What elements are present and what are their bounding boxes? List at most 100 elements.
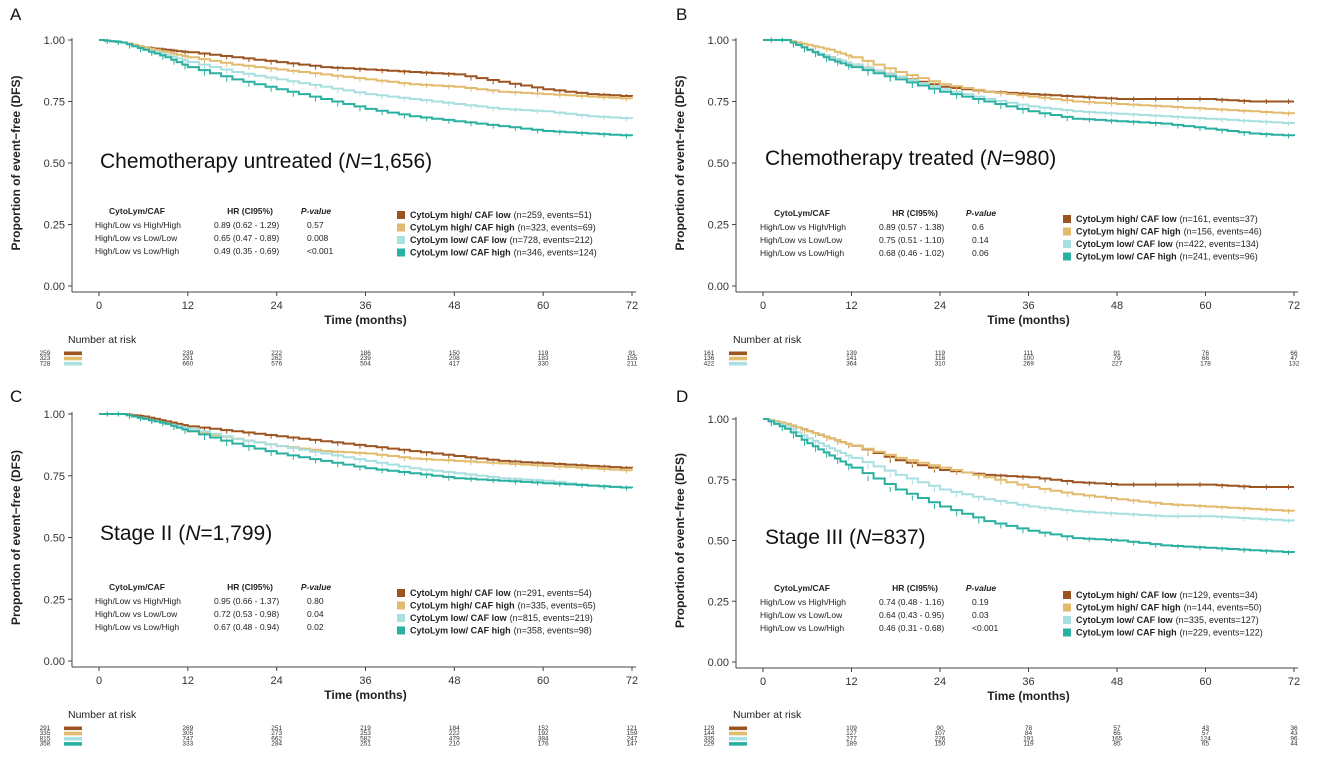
legend-entry-2: CytoLym high/ CAF high (n=335, events=65) xyxy=(410,601,596,611)
panel-title-pre: Stage II ( xyxy=(100,522,185,545)
hr-table: CytoLym/CAF HR (CI95%) P-value High/Low vs … xyxy=(95,206,334,256)
risk-cell: 165 xyxy=(1112,735,1123,742)
hr-header-comparison: CytoLym/CAF xyxy=(109,582,165,592)
risk-cell: 662 xyxy=(271,735,282,742)
risk-cell: 96 xyxy=(1290,735,1298,742)
risk-cell: 186 xyxy=(360,350,371,357)
legend-series-name: CytoLym low/ CAF low xyxy=(1076,615,1174,625)
legend-swatch-2 xyxy=(1063,603,1071,612)
hr-header-p: P-value xyxy=(301,582,332,592)
risk-cell: 222 xyxy=(449,730,460,737)
legend-swatch-3 xyxy=(397,614,405,622)
risk-cell: 44 xyxy=(1290,741,1298,748)
risk-header: Number at risk xyxy=(733,334,802,346)
risk-swatch-1 xyxy=(729,351,747,356)
risk-cell: 178 xyxy=(1200,360,1211,367)
p-value: 0.80 xyxy=(307,596,324,606)
hr-comparison: High/Low vs High/High xyxy=(760,222,846,232)
risk-cell: 747 xyxy=(182,735,193,742)
panel-title-n: N xyxy=(345,150,361,173)
risk-cell: 84 xyxy=(1025,730,1033,737)
risk-cell: 119 xyxy=(935,350,946,357)
panel-title-pre: Chemotherapy untreated ( xyxy=(100,150,345,173)
risk-cell: 141 xyxy=(846,355,857,362)
panel-letter: B xyxy=(676,5,687,24)
panel-b: B 0.00 0.25 0.50 0.75 1.00 0 12 24 36 48 60 72 Time (… xyxy=(673,5,1300,367)
km-curve-2 xyxy=(763,39,1295,115)
risk-swatch-1 xyxy=(64,726,82,731)
legend-swatch-4 xyxy=(1063,628,1071,637)
panel-title-post: =1,656) xyxy=(360,150,432,173)
risk-cell: 229 xyxy=(704,741,715,748)
risk-cell: 127 xyxy=(846,730,857,737)
panel-letter: C xyxy=(10,387,22,406)
risk-swatch-3 xyxy=(729,361,747,366)
x-tick-label: 36 xyxy=(359,300,371,312)
hr-value: 0.89 (0.57 - 1.38) xyxy=(879,222,944,232)
panel-title: Chemotherapy untreated (N=1,656) xyxy=(100,150,432,173)
legend-series-name: CytoLym high/ CAF high xyxy=(1076,603,1181,613)
hr-comparison: High/Low vs Low/Low xyxy=(95,233,178,243)
risk-cell: 147 xyxy=(627,741,638,748)
x-tick-label: 12 xyxy=(182,675,194,687)
risk-swatch-3 xyxy=(64,736,82,741)
hr-value: 0.74 (0.48 - 1.16) xyxy=(879,597,944,607)
x-tick-label: 0 xyxy=(96,300,102,312)
legend-entry-3: CytoLym low/ CAF low (n=815, events=219) xyxy=(410,613,593,623)
hr-header-hr: HR (CI95%) xyxy=(227,206,273,216)
y-tick-label: 0.25 xyxy=(44,220,65,232)
x-tick-label: 48 xyxy=(448,300,460,312)
risk-swatch-2 xyxy=(729,731,747,736)
risk-cell: 78 xyxy=(1025,725,1033,732)
hr-table: CytoLym/CAF HR (CI95%) P-value High/Low vs … xyxy=(760,208,996,258)
legend-series-details: (n=291, events=54) xyxy=(514,588,592,598)
legend-series-details: (n=335, events=65) xyxy=(518,601,596,611)
risk-cell: 364 xyxy=(846,360,857,367)
risk-cell: 305 xyxy=(182,730,193,737)
km-curve-3 xyxy=(763,418,1295,522)
x-axis-title: Time (months) xyxy=(324,688,406,702)
x-tick-label: 12 xyxy=(182,300,194,312)
risk-cell: 815 xyxy=(40,735,51,742)
legend-series-name: CytoLym low/ CAF low xyxy=(410,613,508,623)
x-tick-label: 24 xyxy=(934,300,946,312)
legend: CytoLym high/ CAF low (n=291, events=54) C… xyxy=(397,588,596,636)
legend-series-details: (n=144, events=50) xyxy=(1184,603,1262,613)
risk-cell: 239 xyxy=(182,350,193,357)
risk-cell: 139 xyxy=(846,350,857,357)
risk-cell: 43 xyxy=(1290,730,1298,737)
x-tick-label: 60 xyxy=(1199,300,1211,312)
panel-title-n: N xyxy=(987,147,1003,170)
legend-series-details: (n=129, events=34) xyxy=(1180,590,1258,600)
hr-value: 0.89 (0.62 - 1.29) xyxy=(214,220,279,230)
hr-comparison: High/Low vs Low/High xyxy=(760,248,844,258)
legend-entry-1: CytoLym high/ CAF low (n=259, events=51) xyxy=(410,210,592,220)
hr-header-comparison: CytoLym/CAF xyxy=(109,206,165,216)
legend-series-name: CytoLym low/ CAF high xyxy=(1076,252,1177,262)
km-curve-2 xyxy=(763,418,1295,512)
risk-cell: 208 xyxy=(449,355,460,362)
legend-swatch-4 xyxy=(397,248,405,257)
risk-cell: 161 xyxy=(704,350,715,357)
x-tick-label: 72 xyxy=(1288,676,1300,688)
x-tick-label: 72 xyxy=(1288,300,1300,312)
risk-cell: 176 xyxy=(538,741,549,748)
risk-cell: 728 xyxy=(40,360,51,367)
legend-series-name: CytoLym high/ CAF high xyxy=(410,223,515,233)
legend-series-details: (n=815, events=219) xyxy=(510,613,593,623)
legend-swatch-2 xyxy=(397,601,405,610)
hr-comparison: High/Low vs Low/High xyxy=(95,246,179,256)
panel-letter: D xyxy=(676,387,688,406)
hr-header-hr: HR (CI95%) xyxy=(892,208,938,218)
x-tick-label: 72 xyxy=(626,300,638,312)
legend-swatch-2 xyxy=(1063,227,1071,236)
x-tick-label: 24 xyxy=(934,676,946,688)
legend-entry-1: CytoLym high/ CAF low (n=291, events=54) xyxy=(410,588,592,598)
y-tick-label: 1.00 xyxy=(44,409,65,421)
hr-header-hr: HR (CI95%) xyxy=(892,583,938,593)
km-curve-1 xyxy=(99,413,633,469)
x-tick-label: 24 xyxy=(271,675,283,687)
x-tick-label: 36 xyxy=(1022,300,1034,312)
